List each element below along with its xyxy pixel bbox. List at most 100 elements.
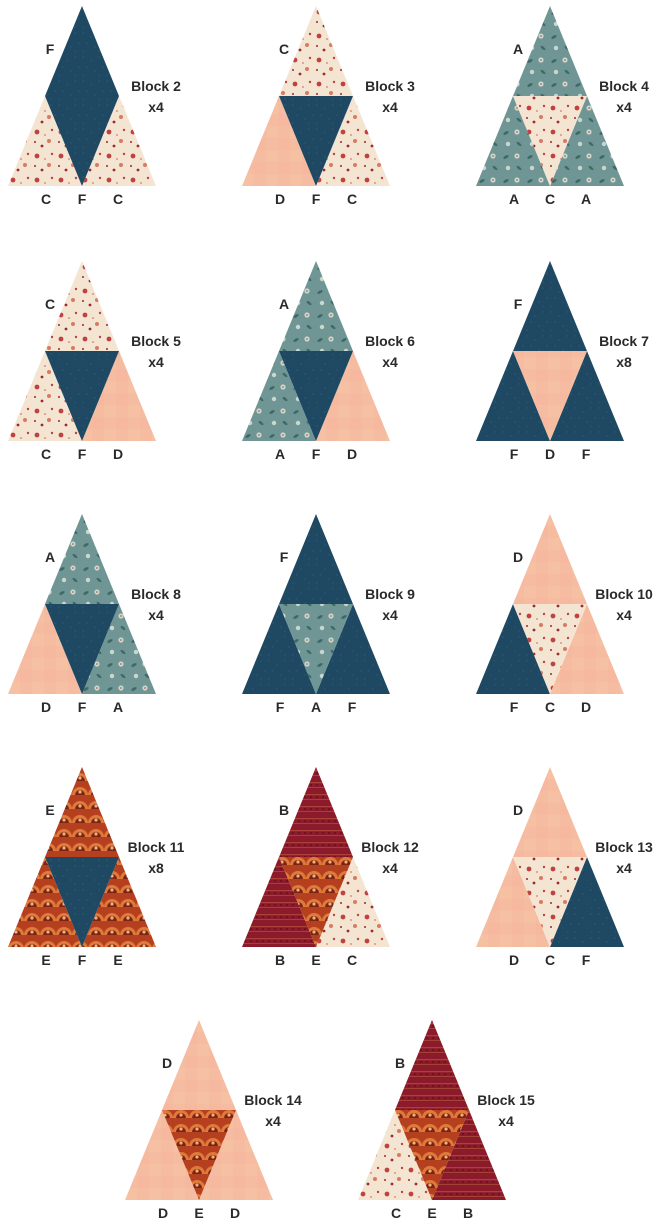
patch-center (162, 1110, 236, 1200)
block-name: Block 14 (244, 1092, 302, 1108)
patch-left (476, 96, 550, 186)
block-quantity: x4 (498, 1113, 514, 1129)
block-name: Block 15 (477, 1092, 535, 1108)
patch-center (45, 351, 119, 441)
patch-right (82, 96, 156, 186)
patch-center (279, 351, 353, 441)
label-bottom-center: C (545, 952, 555, 968)
block-name: Block 2 (131, 78, 181, 94)
block-8: A Block 8 x4 D F A (8, 514, 181, 715)
block-2: F Block 2 x4 C F C (8, 6, 181, 207)
patch-center (513, 96, 587, 186)
label-bottom-right: B (463, 1205, 473, 1221)
block-name: Block 9 (365, 586, 415, 602)
block-quantity: x4 (382, 607, 398, 623)
label-top-fabric: F (46, 41, 55, 57)
label-bottom-left: A (509, 191, 519, 207)
label-bottom-left: B (275, 952, 285, 968)
label-bottom-left: C (391, 1205, 401, 1221)
block-15: B Block 15 x4 C E B (358, 1020, 535, 1221)
label-bottom-center: C (545, 699, 555, 715)
block-6: A Block 6 x4 A F D (242, 261, 415, 462)
patch-right (316, 857, 390, 947)
label-bottom-center: F (78, 699, 87, 715)
patch-center (513, 351, 587, 441)
label-bottom-center: E (311, 952, 320, 968)
patch-top (279, 767, 353, 857)
patch-top (513, 6, 587, 96)
block-13: D Block 13 x4 D C F (476, 767, 653, 968)
label-top-fabric: A (45, 549, 55, 565)
patch-right (550, 857, 624, 947)
label-bottom-left: C (41, 191, 51, 207)
label-top-fabric: A (513, 41, 523, 57)
patch-center (45, 604, 119, 694)
block-name: Block 10 (595, 586, 653, 602)
label-bottom-left: E (41, 952, 50, 968)
block-quantity: x8 (616, 354, 632, 370)
block-name: Block 12 (361, 839, 419, 855)
block-name: Block 7 (599, 333, 649, 349)
patch-center (513, 604, 587, 694)
block-5: C Block 5 x4 C F D (8, 261, 181, 462)
label-bottom-center: F (312, 446, 321, 462)
label-top-fabric: C (45, 296, 55, 312)
block-name: Block 4 (599, 78, 649, 94)
block-name: Block 5 (131, 333, 181, 349)
label-top-fabric: D (513, 802, 523, 818)
block-quantity: x4 (616, 99, 632, 115)
blocks-layer: F Block 2 x4 C F C C Block 3 x4 D F C A Block 4 x4 A C A C… (8, 6, 653, 1221)
patch-left (242, 351, 316, 441)
patch-center (395, 1110, 469, 1200)
label-bottom-center: A (311, 699, 321, 715)
block-name: Block 3 (365, 78, 415, 94)
label-top-fabric: D (513, 549, 523, 565)
patch-right (550, 96, 624, 186)
label-bottom-right: D (113, 446, 123, 462)
label-bottom-center: F (78, 191, 87, 207)
patch-top (45, 767, 119, 857)
patch-top (279, 6, 353, 96)
block-11: E Block 11 x8 E F E (8, 767, 185, 968)
label-bottom-right: E (113, 952, 122, 968)
patch-right (550, 604, 624, 694)
patch-left (8, 351, 82, 441)
label-bottom-center: E (427, 1205, 436, 1221)
block-quantity: x4 (265, 1113, 281, 1129)
patch-left (476, 351, 550, 441)
label-top-fabric: F (280, 549, 289, 565)
label-bottom-center: E (194, 1205, 203, 1221)
patch-right (316, 604, 390, 694)
patch-left (242, 96, 316, 186)
label-bottom-left: D (41, 699, 51, 715)
label-top-fabric: E (45, 802, 54, 818)
block-10: D Block 10 x4 F C D (476, 514, 653, 715)
patch-top (395, 1020, 469, 1110)
label-bottom-center: F (78, 446, 87, 462)
label-bottom-right: C (113, 191, 123, 207)
patch-right (82, 857, 156, 947)
label-top-fabric: D (162, 1055, 172, 1071)
patch-right (432, 1110, 506, 1200)
block-quantity: x4 (148, 354, 164, 370)
block-3: C Block 3 x4 D F C (242, 6, 415, 207)
block-quantity: x4 (382, 99, 398, 115)
block-14: D Block 14 x4 D E D (125, 1020, 302, 1221)
patch-top (162, 1020, 236, 1110)
label-bottom-center: F (78, 952, 87, 968)
label-bottom-left: A (275, 446, 285, 462)
patch-right (316, 96, 390, 186)
block-quantity: x4 (148, 607, 164, 623)
block-name: Block 6 (365, 333, 415, 349)
label-bottom-right: F (582, 446, 591, 462)
label-bottom-left: F (510, 446, 519, 462)
patch-left (8, 604, 82, 694)
label-bottom-right: D (347, 446, 357, 462)
patch-center (513, 857, 587, 947)
block-name: Block 8 (131, 586, 181, 602)
label-bottom-right: A (581, 191, 591, 207)
patch-top (513, 767, 587, 857)
patch-top (513, 261, 587, 351)
patch-center (279, 604, 353, 694)
